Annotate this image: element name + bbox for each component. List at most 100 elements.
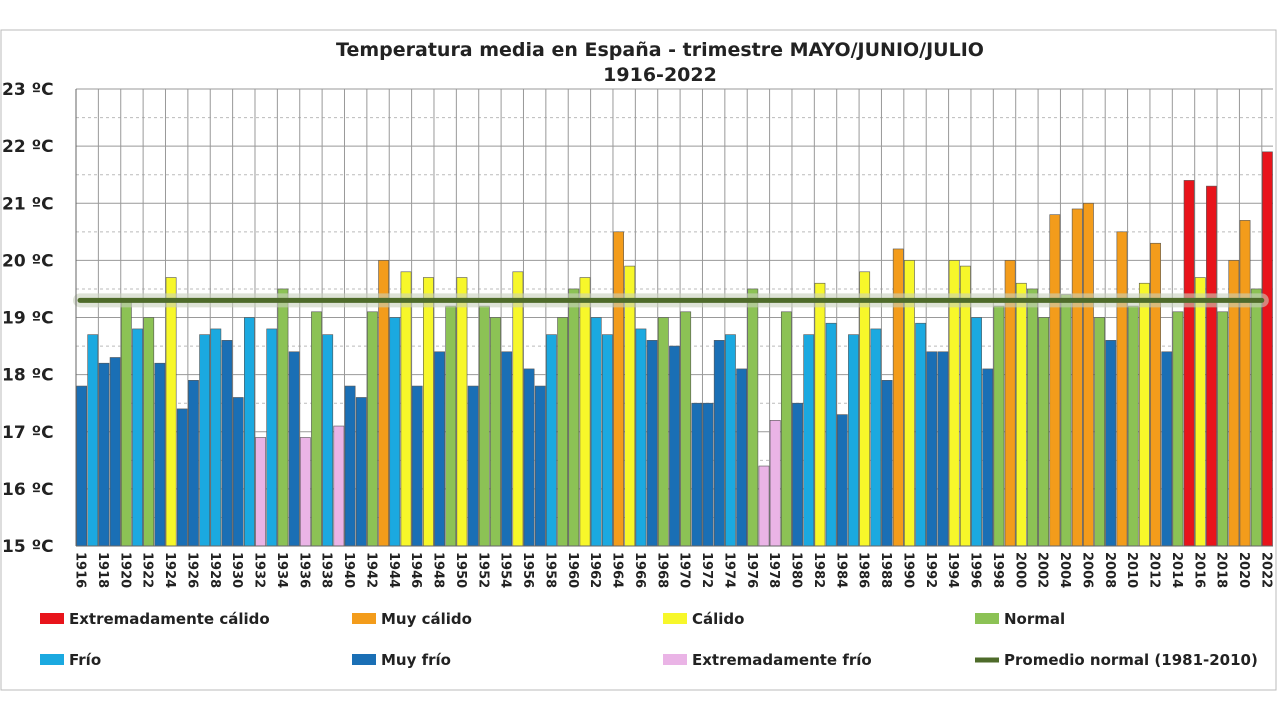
bar-1996 xyxy=(971,317,982,547)
x-tick-label: 1918 xyxy=(95,552,110,588)
bar-2018 xyxy=(1217,311,1229,547)
bar-1963 xyxy=(601,334,613,547)
x-tick-label: 1922 xyxy=(140,552,155,588)
bar-1966 xyxy=(635,328,647,547)
x-tick-label: 1920 xyxy=(117,552,132,588)
bar-2008 xyxy=(1105,340,1117,547)
bar-2017 xyxy=(1206,185,1217,547)
x-tick-label: 2016 xyxy=(1191,552,1206,588)
bar-2000 xyxy=(1015,282,1027,547)
x-tick-label: 1958 xyxy=(542,552,557,588)
bar-1925 xyxy=(176,408,188,547)
legend-label: Extremadamente cálido xyxy=(69,610,270,628)
bar-2004 xyxy=(1060,294,1072,547)
bar-1971 xyxy=(691,402,703,547)
x-tick-label: 1956 xyxy=(520,552,535,588)
bar-1993 xyxy=(937,351,949,547)
bar-1922 xyxy=(143,317,155,547)
bar-1948 xyxy=(434,351,445,547)
bar-2006 xyxy=(1083,202,1094,547)
y-tick-label: 19 ºC xyxy=(2,309,54,329)
x-tick-label: 1982 xyxy=(811,552,826,588)
x-tick-label: 1986 xyxy=(856,552,871,588)
bar-1987 xyxy=(870,328,882,547)
legend-label: Normal xyxy=(1004,610,1065,628)
x-tick-label: 1938 xyxy=(319,552,334,588)
x-tick-label: 1930 xyxy=(229,552,244,588)
x-tick-label: 1978 xyxy=(766,552,781,588)
x-tick-label: 2004 xyxy=(1057,552,1072,588)
bar-1920 xyxy=(120,300,132,547)
bar-1931 xyxy=(244,317,255,547)
bar-2012 xyxy=(1150,242,1161,547)
bar-1945 xyxy=(400,271,412,547)
bar-1947 xyxy=(422,277,434,547)
bar-1934 xyxy=(277,288,289,547)
bar-1941 xyxy=(355,397,367,547)
bar-1973 xyxy=(713,340,725,547)
x-tick-label: 1984 xyxy=(833,552,848,588)
legend-label: Frío xyxy=(69,651,101,669)
x-tick-label: 1948 xyxy=(431,552,446,588)
legend-label: Promedio normal (1981-2010) xyxy=(1004,651,1258,669)
chart-border xyxy=(0,29,1277,691)
bar-1982 xyxy=(814,282,826,547)
legend-swatch-F xyxy=(40,654,64,665)
bar-1930 xyxy=(232,397,244,547)
x-tick-label: 1998 xyxy=(990,552,1005,588)
bar-1946 xyxy=(411,385,423,547)
x-tick-label: 1996 xyxy=(968,552,983,588)
bar-1962 xyxy=(590,317,602,547)
bar-1936 xyxy=(299,437,311,547)
bar-1923 xyxy=(154,362,166,547)
bar-1969 xyxy=(669,345,680,547)
bar-1918 xyxy=(98,362,110,547)
bar-1991 xyxy=(915,322,927,547)
bar-2010 xyxy=(1127,305,1139,547)
x-tick-label: 1988 xyxy=(878,552,893,588)
bar-1928 xyxy=(210,328,222,547)
bar-1974 xyxy=(725,334,736,547)
bar-1944 xyxy=(389,317,401,547)
bar-2022 xyxy=(1262,151,1273,547)
bar-1958 xyxy=(546,334,557,547)
x-tick-label: 1944 xyxy=(386,552,401,588)
bar-1939 xyxy=(333,425,345,547)
legend-label: Extremadamente frío xyxy=(692,651,872,669)
bar-1954 xyxy=(501,351,513,547)
bar-1986 xyxy=(859,271,871,547)
bar-1924 xyxy=(165,277,177,547)
bar-2011 xyxy=(1138,282,1150,547)
x-tick-label: 1950 xyxy=(453,552,468,588)
y-tick-label: 20 ºC xyxy=(2,251,54,271)
bar-2020 xyxy=(1239,220,1251,547)
x-tick-label: 2020 xyxy=(1236,552,1251,588)
bar-2013 xyxy=(1161,351,1173,547)
legend-swatch-N xyxy=(975,613,999,624)
legend-swatch-MC xyxy=(352,613,376,624)
bar-1916 xyxy=(76,385,87,547)
chart-subtitle: 1916-2022 xyxy=(603,64,717,86)
bar-1950 xyxy=(456,277,468,547)
bar-1981 xyxy=(803,334,815,547)
bar-1919 xyxy=(109,357,121,547)
x-tick-label: 2014 xyxy=(1169,552,1184,588)
bar-1927 xyxy=(199,334,211,547)
x-tick-label: 1992 xyxy=(923,552,938,588)
x-tick-label: 2006 xyxy=(1079,552,1094,588)
x-tick-label: 1924 xyxy=(162,552,177,588)
bar-2009 xyxy=(1116,231,1128,547)
bar-1977 xyxy=(758,465,770,547)
bar-1978 xyxy=(769,420,781,547)
x-tick-label: 1954 xyxy=(498,552,513,588)
bar-1964 xyxy=(613,231,624,547)
bar-1992 xyxy=(926,351,938,547)
y-tick-label: 21 ºC xyxy=(2,194,54,214)
bar-1961 xyxy=(579,277,591,547)
bar-1938 xyxy=(322,334,334,547)
bar-1984 xyxy=(836,414,848,547)
x-tick-label: 1994 xyxy=(945,552,960,588)
x-tick-label: 1946 xyxy=(408,552,423,588)
legend-label: Muy cálido xyxy=(381,610,472,628)
x-tick-label: 1972 xyxy=(699,552,714,588)
